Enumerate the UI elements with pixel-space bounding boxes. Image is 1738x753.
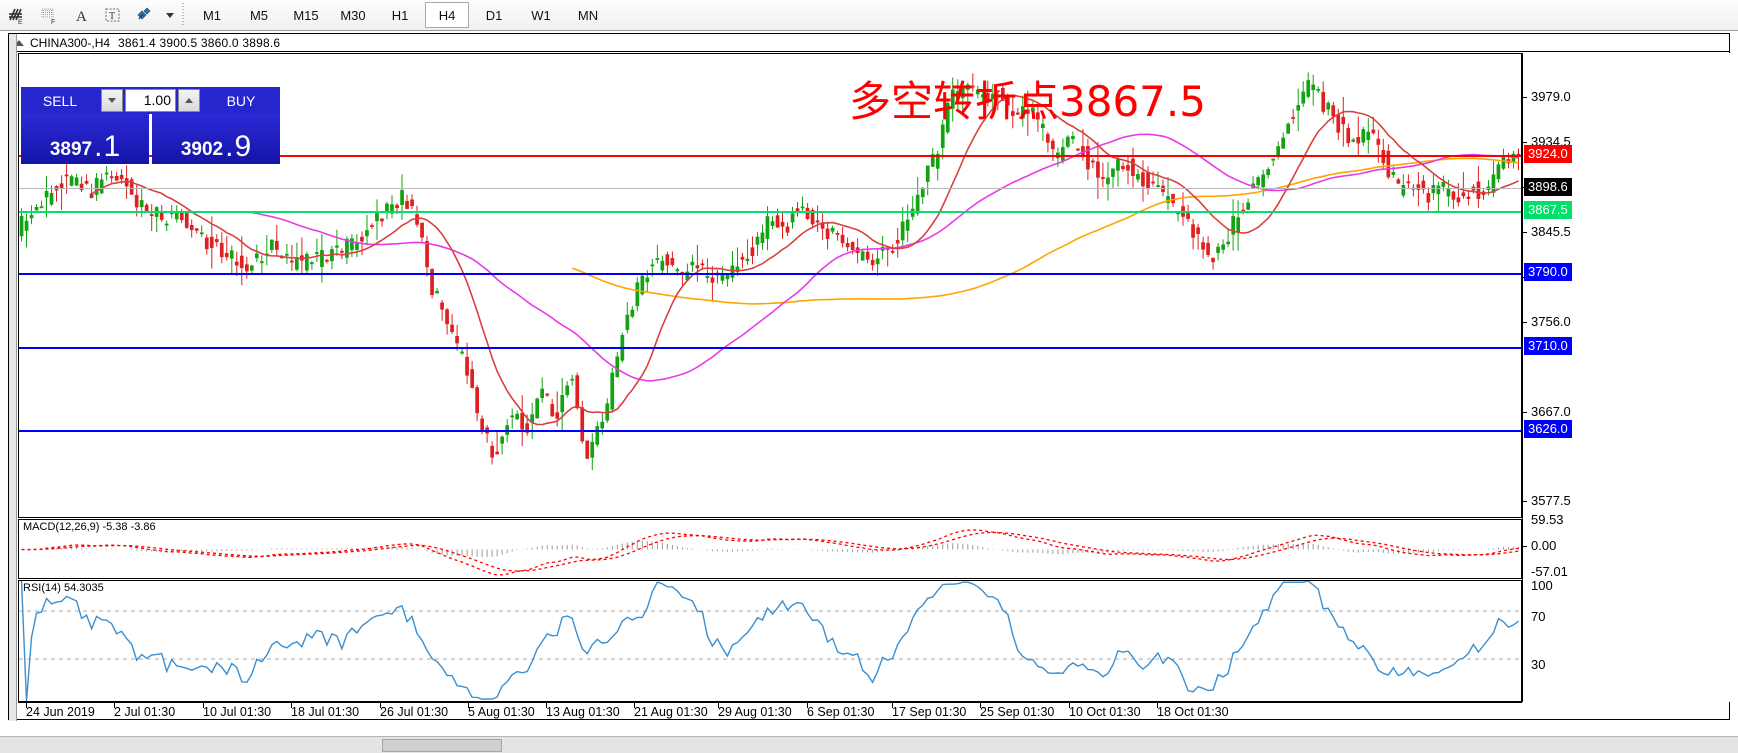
level-line-3867 (19, 211, 1521, 213)
time-label-12: 10 Oct 01:30 (1069, 705, 1141, 719)
buy-price-integer: 3902 (180, 139, 224, 160)
chevron-up-icon (185, 98, 193, 103)
price-tick-3: 3845.5 (1523, 224, 1571, 239)
time-label-10: 17 Sep 01:30 (892, 705, 967, 719)
macd-tick-0: 59.53 (1531, 512, 1564, 527)
rsi-series (19, 581, 1521, 701)
timeframe-m5[interactable]: M5 (249, 7, 269, 23)
svg-text:A: A (76, 9, 87, 25)
label-icon[interactable]: T (98, 2, 128, 28)
chart-annotation: 多空转折点3867.5 (849, 77, 1206, 126)
timeframe-w1[interactable]: W1 (531, 7, 551, 23)
trade-panel-prices: 3897 . 1 3902 . 9 (21, 114, 280, 164)
price-tag-support-3: 3626.0 (1524, 420, 1572, 438)
price-tick-7: 3577.5 (1523, 493, 1571, 508)
price-tick-5: 3756.0 (1523, 314, 1571, 329)
taskbar (0, 736, 1738, 753)
candlestick-series (19, 72, 1521, 470)
price-tag-support-1: 3790.0 (1524, 263, 1572, 281)
objects-icon[interactable] (130, 2, 160, 28)
price-tag-resistance: 3924.0 (1524, 145, 1572, 163)
time-label-6: 13 Aug 01:30 (546, 705, 620, 719)
time-label-0: 24 Jun 2019 (26, 705, 95, 719)
indicators-icon[interactable]: E (2, 2, 32, 28)
price-tick-6: 3667.0 (1523, 404, 1571, 419)
rsi-tick-100: 100 (1531, 578, 1553, 593)
macd-pane[interactable]: MACD(12,26,9) -5.38 -3.86 (18, 519, 1522, 579)
sell-button[interactable]: SELL (21, 87, 99, 114)
sell-price-box[interactable]: 3897 . 1 (21, 114, 149, 164)
rsi-label: RSI(14) 54.3035 (23, 582, 104, 594)
price-tag-current: 3898.6 (1524, 178, 1572, 196)
chevron-down-icon (108, 98, 116, 103)
svg-text:E: E (18, 19, 23, 26)
macd-series (21, 529, 1519, 576)
time-label-9: 6 Sep 01:30 (807, 705, 875, 719)
chart-header: CHINA300-,H4 3861.4 3900.5 3860.0 3898.6 (9, 34, 1729, 52)
toolbar-separator (182, 3, 184, 27)
time-label-4: 26 Jul 01:30 (380, 705, 449, 719)
trade-panel-top: SELL 1.00 BUY (21, 87, 280, 114)
chart-symbol: CHINA300-,H4 (30, 35, 111, 50)
price-tag-support-2: 3710.0 (1524, 337, 1572, 355)
time-label-3: 18 Jul 01:30 (291, 705, 360, 719)
time-label-11: 25 Sep 01:30 (980, 705, 1055, 719)
level-line-3790 (19, 273, 1521, 275)
timeframe-mn[interactable]: MN (577, 7, 599, 23)
timeframe-m30[interactable]: M30 (340, 7, 366, 23)
level-line-3924 (19, 155, 1521, 157)
dropdown-caret-icon[interactable] (162, 2, 176, 28)
buy-price-fraction: 9 (234, 130, 252, 163)
timeframe-h4[interactable]: H4 (425, 2, 469, 28)
price-scale[interactable]: 3979.0 3934.5 3890.0 3845.5 3800.5 3756.… (1522, 53, 1738, 702)
timeframe-m1[interactable]: M1 (202, 7, 222, 23)
svg-text:F: F (51, 19, 55, 26)
sell-price-integer: 3897 (49, 139, 93, 160)
time-axis[interactable]: 24 Jun 2019 2 Jul 01:30 10 Jul 01:30 18 … (18, 702, 1522, 720)
volume-input[interactable]: 1.00 (125, 89, 176, 112)
timeframe-d1[interactable]: D1 (485, 7, 503, 23)
timeframe-h1[interactable]: H1 (391, 7, 409, 23)
timeframe-m15[interactable]: M15 (293, 7, 319, 23)
time-label-8: 29 Aug 01:30 (718, 705, 792, 719)
level-line-3898 (19, 188, 1521, 189)
chart-window: CHINA300-,H4 3861.4 3900.5 3860.0 3898.6… (8, 33, 1738, 721)
level-line-3626 (19, 430, 1521, 432)
main-toolbar: E F A T M1 M5 M15 M30 H1 H4 D1 W1 MN (0, 0, 1738, 31)
sell-price-fraction: 1 (103, 130, 121, 163)
time-label-7: 21 Aug 01:30 (634, 705, 708, 719)
rsi-tick-30: 30 (1531, 657, 1546, 672)
volume-stepper[interactable]: 1.00 (99, 87, 202, 114)
volume-decrement-button[interactable] (101, 89, 123, 112)
macd-label: MACD(12,26,9) -5.38 -3.86 (23, 521, 156, 533)
one-click-trading-panel[interactable]: SELL 1.00 BUY 3897 . 1 3902 . 9 (21, 87, 280, 164)
price-tick-0: 3979.0 (1523, 89, 1571, 104)
buy-price-box[interactable]: 3902 . 9 (152, 114, 280, 164)
time-label-1: 2 Jul 01:30 (114, 705, 176, 719)
svg-text:T: T (109, 11, 115, 22)
collapse-triangle-icon[interactable] (14, 39, 24, 46)
sell-price-dot: . (94, 130, 103, 163)
taskbar-tab[interactable] (382, 739, 502, 752)
volume-increment-button[interactable] (178, 89, 200, 112)
rsi-pane[interactable]: RSI(14) 54.3035 (18, 580, 1522, 702)
time-label-5: 5 Aug 01:30 (468, 705, 535, 719)
buy-button[interactable]: BUY (202, 87, 280, 114)
vertical-scroll-strip[interactable] (9, 34, 17, 721)
text-icon[interactable]: A (66, 2, 96, 28)
level-line-3710 (19, 347, 1521, 349)
macd-tick-1: 0.00 (1523, 538, 1556, 553)
grid-icon[interactable]: F (34, 2, 64, 28)
time-label-2: 10 Jul 01:30 (203, 705, 272, 719)
rsi-tick-70: 70 (1531, 609, 1546, 624)
price-tag-pivot: 3867.5 (1524, 201, 1572, 219)
buy-price-dot: . (225, 130, 234, 163)
chart-ohlc: 3861.4 3900.5 3860.0 3898.6 (118, 35, 281, 50)
macd-tick-2: -57.01 (1531, 564, 1568, 579)
time-label-13: 18 Oct 01:30 (1157, 705, 1229, 719)
